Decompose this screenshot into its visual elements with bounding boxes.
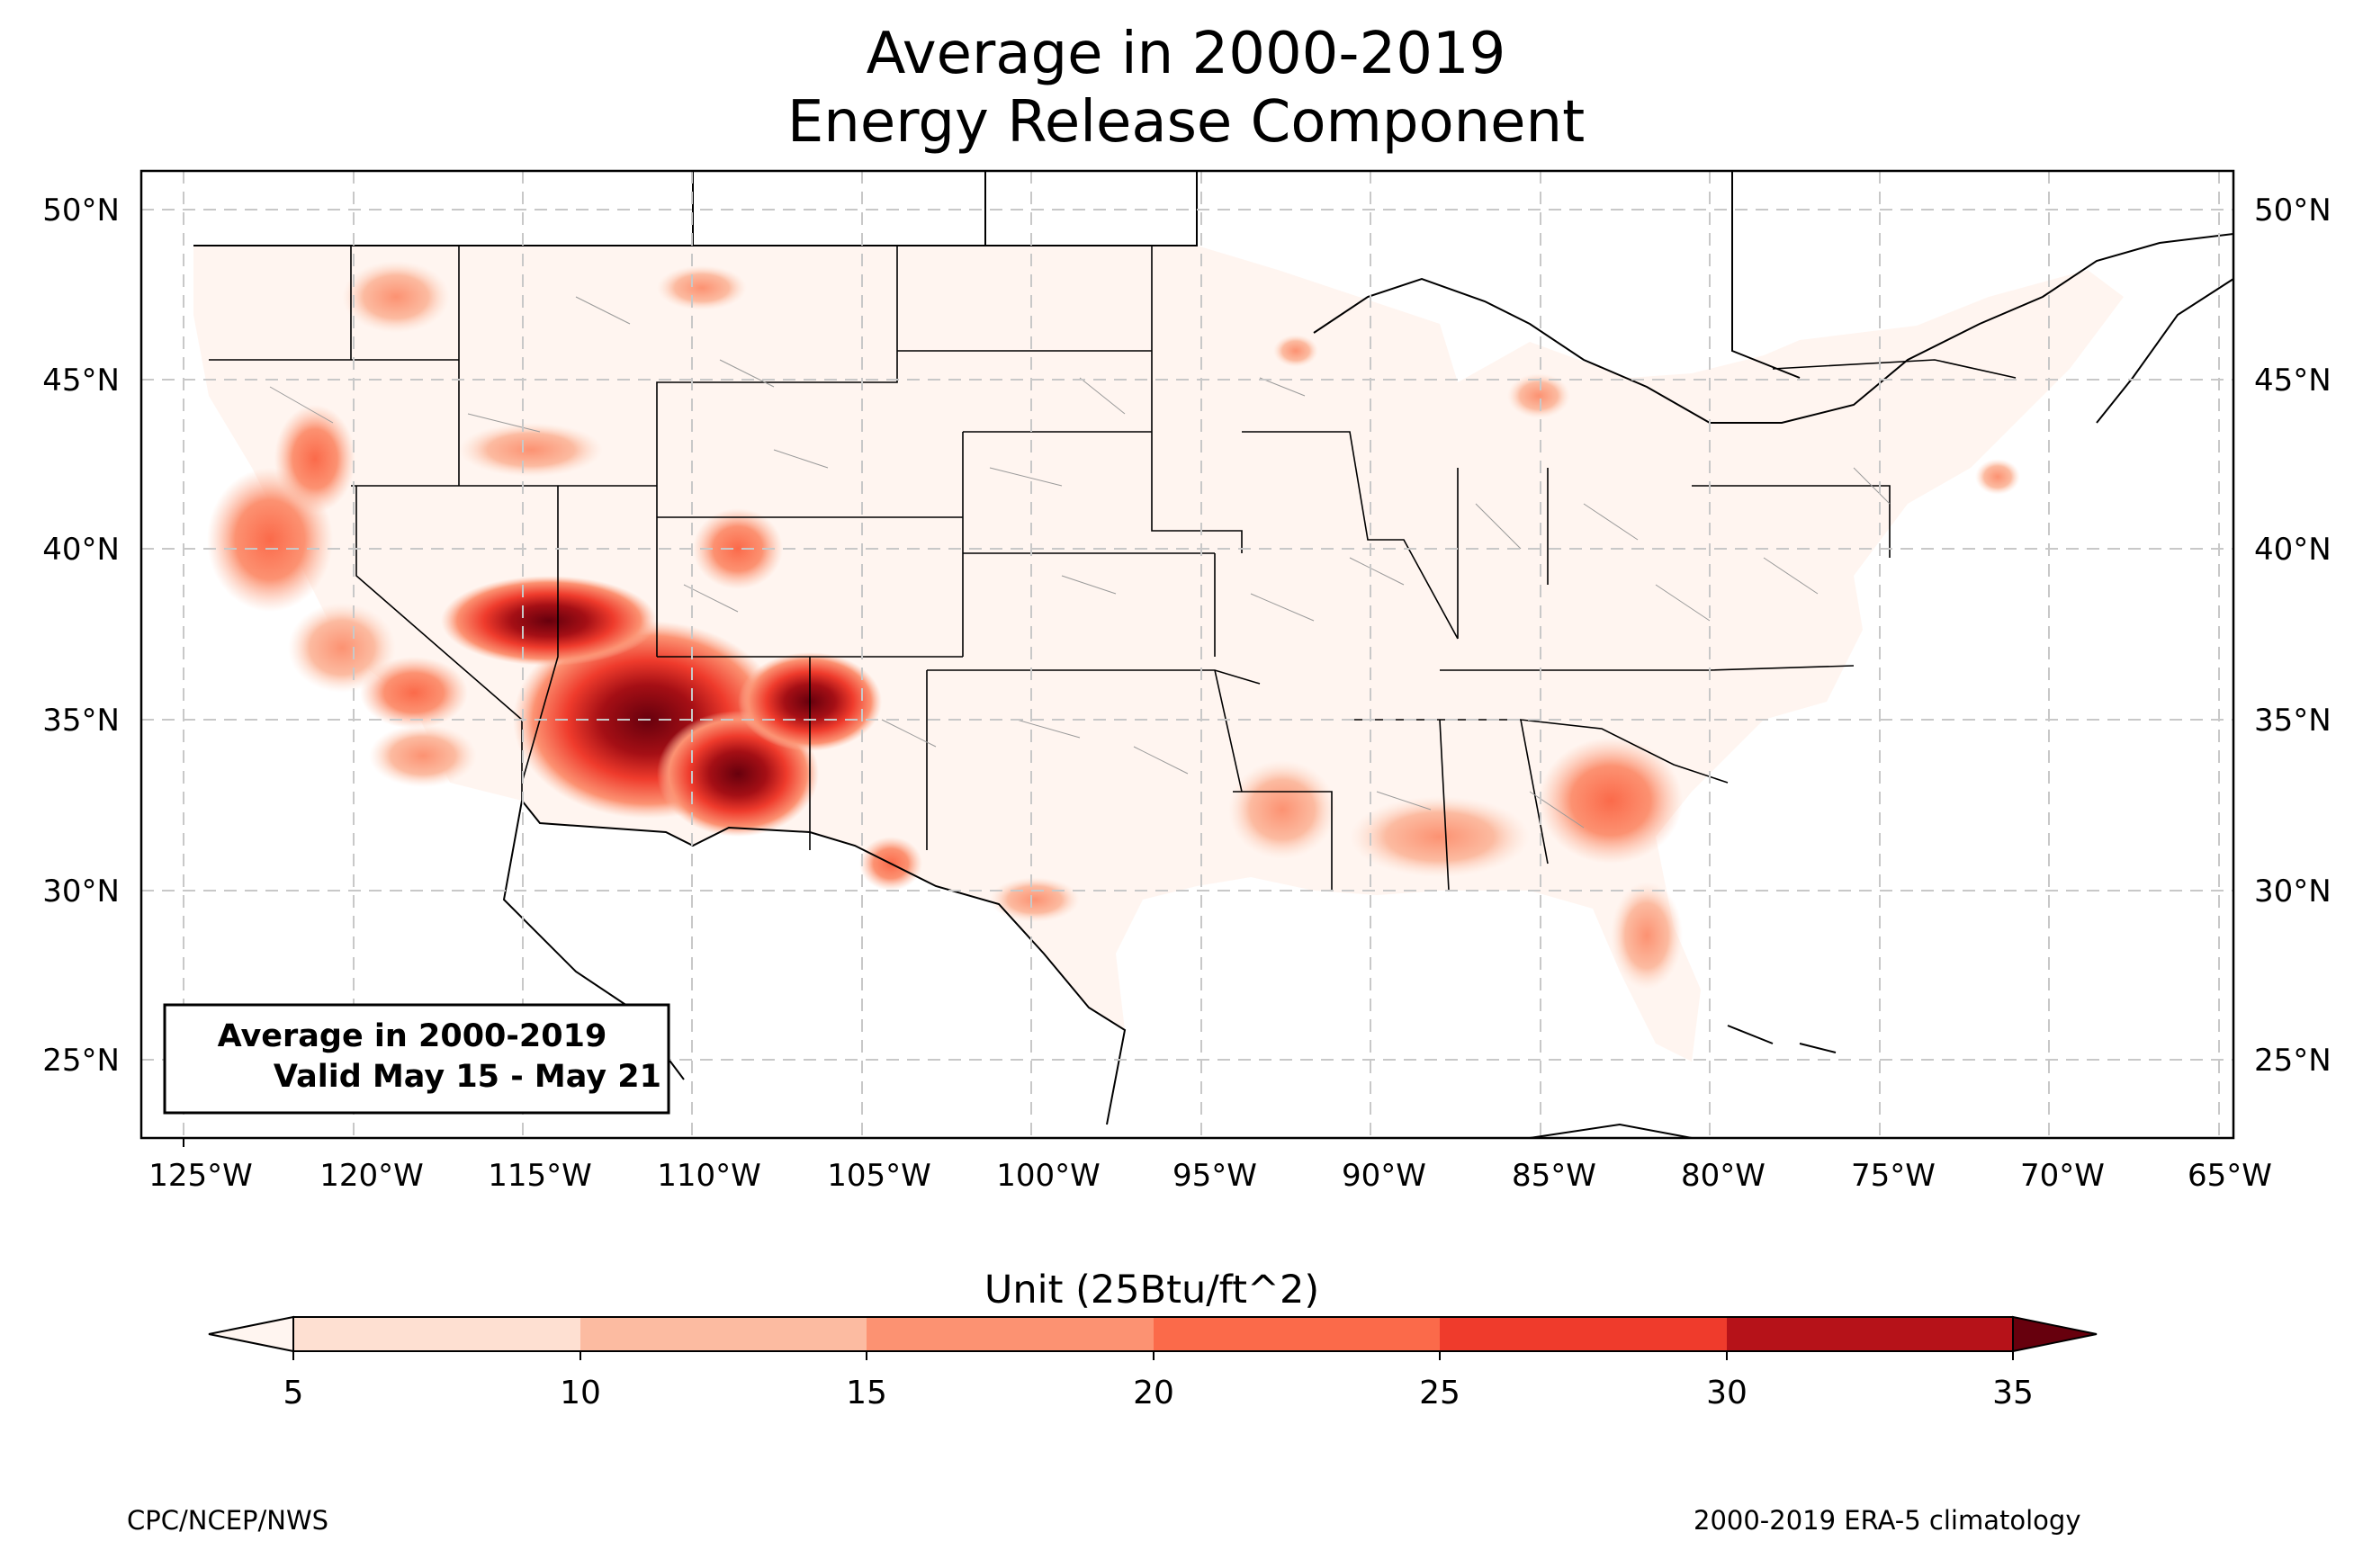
map-border: [139, 169, 2235, 1140]
colorbar-over-triangle: [2012, 1315, 2098, 1353]
lat-tick-50n-right: 50°N: [2254, 193, 2332, 228]
lat-tick-35n-left: 35°N: [42, 703, 120, 739]
info-box-line2: Valid May 15 - May 21: [274, 1059, 661, 1095]
info-box: Average in 2000-2019 Valid May 15 - May …: [163, 1003, 670, 1115]
colorbar-tick-20: 20: [1133, 1375, 1174, 1411]
lon-tick-105w: 105°W: [827, 1158, 931, 1194]
colorbar-tick-10: 10: [560, 1375, 601, 1411]
lat-tick-35n-right: 35°N: [2254, 703, 2332, 739]
county-borders: [269, 296, 1891, 829]
state-borders: [209, 246, 2017, 892]
lon-tick-110w: 110°W: [657, 1158, 761, 1194]
lon-tick-120w: 120°W: [319, 1158, 424, 1194]
colorbar-tick-35: 35: [1992, 1375, 2034, 1411]
lon-tick-65w: 65°W: [2188, 1158, 2272, 1194]
colorbar-bin-20-25: [1154, 1317, 1440, 1351]
lon-tick-70w: 70°W: [2020, 1158, 2105, 1194]
lat-tick-50n-left: 50°N: [42, 193, 120, 228]
map-title-line1: Average in 2000-2019: [866, 21, 1506, 87]
map-content: [193, 171, 2233, 1138]
lon-tick-90w: 90°W: [1342, 1158, 1426, 1194]
lat-tick-30n-right: 30°N: [2254, 874, 2332, 909]
lat-tick-25n-left: 25°N: [42, 1043, 120, 1079]
lat-tick-40n-left: 40°N: [42, 532, 120, 568]
colorbar: Unit (25Btu/ft^2) 5 10 15 20 25 30 35: [208, 1268, 2098, 1411]
footer-source: CPC/NCEP/NWS: [127, 1505, 329, 1536]
lat-tick-45n-left: 45°N: [42, 363, 120, 399]
lat-tick-labels-right: 50°N 45°N 40°N 35°N 30°N 25°N: [2254, 193, 2332, 1079]
colorbar-tick-15: 15: [846, 1375, 887, 1411]
lon-tick-115w: 115°W: [488, 1158, 592, 1194]
lon-tick-80w: 80°W: [1681, 1158, 1766, 1194]
colorbar-tick-30: 30: [1706, 1375, 1748, 1411]
colorbar-label: Unit (25Btu/ft^2): [984, 1268, 1319, 1313]
colorbar-bin-10-15: [580, 1317, 867, 1351]
lon-tick-95w: 95°W: [1173, 1158, 1257, 1194]
lon-tick-85w: 85°W: [1512, 1158, 1596, 1194]
lat-tick-40n-right: 40°N: [2254, 532, 2332, 568]
lon-tick-125w: 125°W: [148, 1158, 253, 1194]
gridlines: [141, 171, 2233, 1138]
lat-tick-45n-right: 45°N: [2254, 363, 2332, 399]
colorbar-tick-5: 5: [283, 1375, 304, 1411]
colorbar-bin-30-35b: [1727, 1317, 2013, 1351]
colorbar-tick-25: 25: [1419, 1375, 1460, 1411]
colorbar-bin-25-30: [1440, 1317, 1727, 1351]
footer-climatology: 2000-2019 ERA-5 climatology: [1694, 1505, 2081, 1536]
info-box-line1: Average in 2000-2019: [218, 1018, 607, 1054]
colorbar-bin-5-10: [293, 1317, 580, 1351]
lat-tick-labels-left: 50°N 45°N 40°N 35°N 30°N 25°N: [42, 193, 120, 1079]
map-title-line2: Energy Release Component: [786, 89, 1586, 156]
lon-tick-100w: 100°W: [996, 1158, 1101, 1194]
erc-shading: [207, 261, 2020, 990]
lat-tick-25n-right: 25°N: [2254, 1043, 2332, 1079]
lat-tick-30n-left: 30°N: [42, 874, 120, 909]
colorbar-bin-15-20: [867, 1317, 1154, 1351]
lon-tick-labels: 125°W 120°W 115°W 110°W 105°W 100°W 95°W…: [148, 1138, 2272, 1194]
country-borders: [193, 171, 1837, 1138]
colorbar-under-triangle: [208, 1315, 294, 1353]
lon-tick-75w: 75°W: [1851, 1158, 1936, 1194]
